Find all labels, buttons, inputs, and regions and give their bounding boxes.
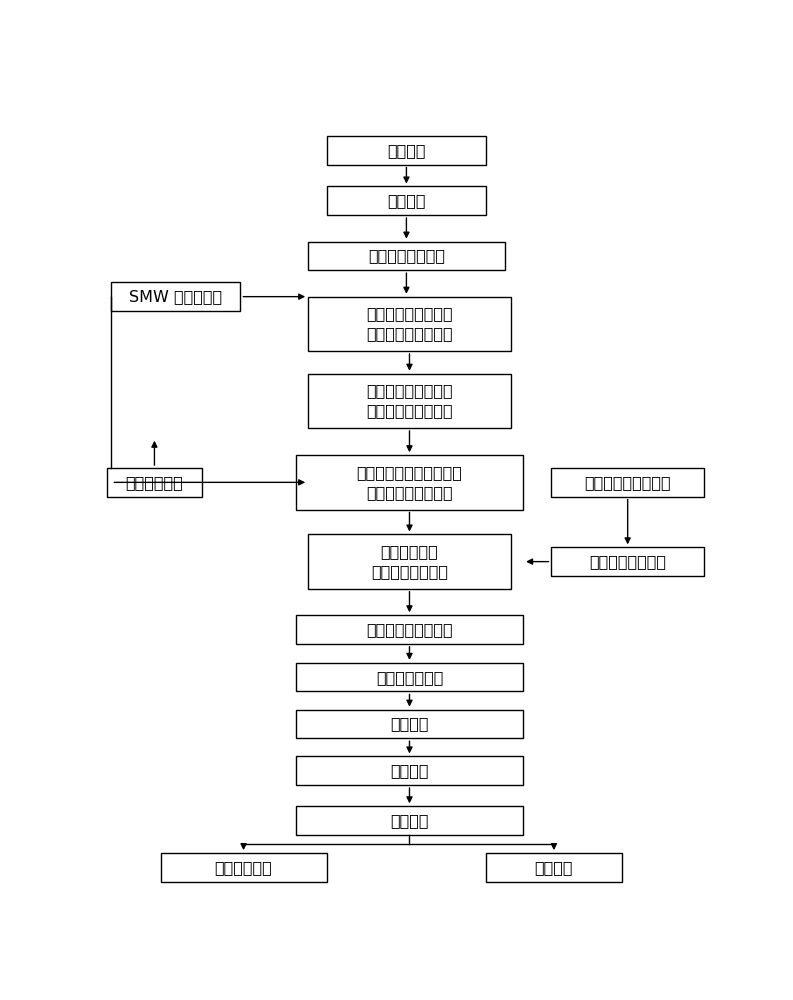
- Bar: [296, 710, 523, 738]
- Text: 型钢涂减摩擦材料: 型钢涂减摩擦材料: [589, 554, 666, 569]
- Bar: [308, 297, 511, 351]
- Text: 插入型钢: 插入型钢: [390, 716, 429, 731]
- Text: SMW 搅拌机架设: SMW 搅拌机架设: [129, 289, 223, 304]
- Bar: [308, 242, 505, 270]
- Text: 型钢进场，质量检验: 型钢进场，质量检验: [584, 475, 671, 490]
- Bar: [111, 282, 240, 311]
- Text: 设置导向定位型钢: 设置导向定位型钢: [368, 248, 445, 263]
- Text: 拌制水泥浆液，开启
空压机，送浆至桩机: 拌制水泥浆液，开启 空压机，送浆至桩机: [366, 383, 453, 418]
- Text: 下一施工循环: 下一施工循环: [125, 475, 183, 490]
- Bar: [296, 615, 523, 644]
- Text: 残土处理: 残土处理: [534, 860, 573, 875]
- Bar: [160, 853, 327, 882]
- Bar: [486, 853, 622, 882]
- Text: 测量放样: 测量放样: [387, 143, 426, 158]
- Bar: [296, 455, 523, 510]
- Text: 搅拌机械撤出: 搅拌机械撤出: [215, 860, 273, 875]
- Text: 校核型钢垂直度: 校核型钢垂直度: [376, 670, 443, 685]
- Text: 钻头喷浆、气并切割土体
下沉至设计桩底标高: 钻头喷浆、气并切割土体 下沉至设计桩底标高: [357, 465, 462, 500]
- Text: 搅拌机就位，校正复
核桩机水平和垂直度: 搅拌机就位，校正复 核桩机水平和垂直度: [366, 306, 453, 341]
- Bar: [107, 468, 202, 497]
- Text: 钻头喷浆并提
升至设计桩顶标高: 钻头喷浆并提 升至设计桩顶标高: [371, 544, 448, 579]
- Bar: [296, 806, 523, 835]
- Bar: [308, 374, 511, 428]
- Bar: [296, 756, 523, 785]
- Text: 型钢垂直起吊，定位: 型钢垂直起吊，定位: [366, 622, 453, 637]
- Bar: [308, 534, 511, 589]
- Bar: [551, 547, 704, 576]
- Text: 开挖沟槽: 开挖沟槽: [387, 193, 426, 208]
- Bar: [296, 663, 523, 691]
- Bar: [327, 186, 486, 215]
- Text: 施工完毕: 施工完毕: [390, 813, 429, 828]
- Bar: [327, 136, 486, 165]
- Text: 固定型钢: 固定型钢: [390, 763, 429, 778]
- Bar: [551, 468, 704, 497]
